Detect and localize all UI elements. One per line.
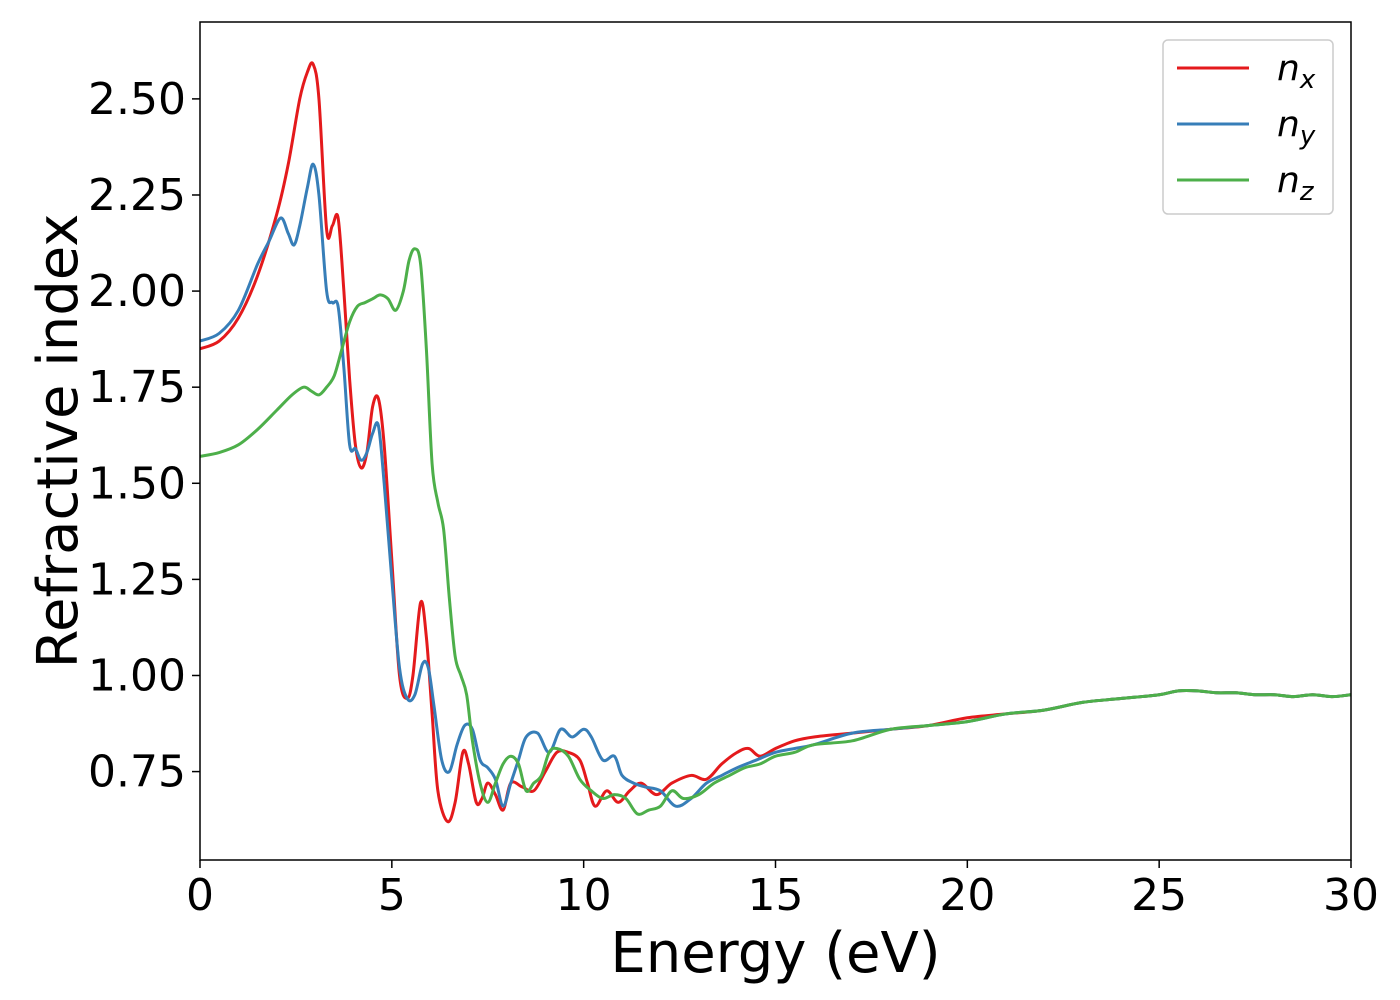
y-tick-label: 1.75 [88,362,186,413]
x-axis-label: Energy (eV) [610,921,940,986]
y-tick-label: 0.75 [88,747,186,798]
x-tick-label: 20 [939,870,995,921]
plot-area [200,61,1351,824]
y-tick-label: 2.50 [88,74,186,125]
x-tick-label: 10 [556,870,612,921]
y-tick-label: 1.00 [88,650,186,701]
x-axis: 0 5 10 15 20 25 30 [186,860,1379,921]
y-tick-label: 2.25 [88,170,186,221]
y-axis-label: Refractive index [26,214,91,669]
series-line-nz [200,247,1351,816]
x-tick-label: 0 [186,870,214,921]
x-tick-label: 15 [748,870,804,921]
series-line-ny [200,162,1351,808]
y-tick-label: 1.25 [88,554,186,605]
x-tick-label: 5 [378,870,406,921]
legend-box [1162,39,1334,215]
x-tick-label: 25 [1131,870,1187,921]
y-tick-label: 2.00 [88,266,186,317]
y-tick-label: 1.50 [88,458,186,509]
x-tick-label: 30 [1323,870,1379,921]
y-axis: 0.75 1.00 1.25 1.50 1.75 2.00 2.25 2.50 [88,74,200,798]
